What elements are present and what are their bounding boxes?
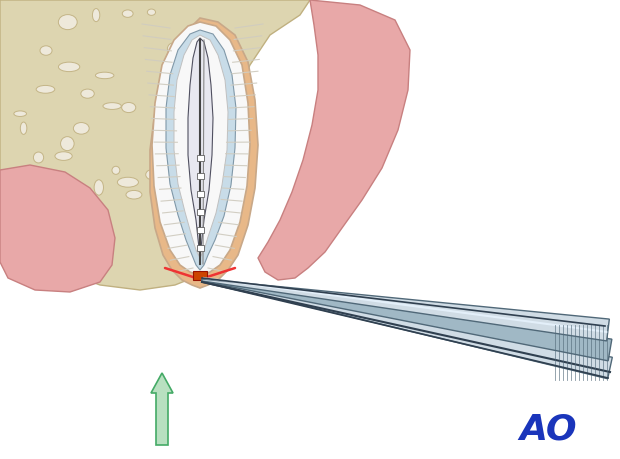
Ellipse shape xyxy=(103,103,122,109)
Ellipse shape xyxy=(146,170,158,179)
Ellipse shape xyxy=(182,30,192,42)
Polygon shape xyxy=(166,30,236,270)
Polygon shape xyxy=(152,22,250,275)
Ellipse shape xyxy=(61,137,74,151)
Ellipse shape xyxy=(182,175,188,185)
Ellipse shape xyxy=(112,166,120,174)
FancyBboxPatch shape xyxy=(197,209,204,215)
Polygon shape xyxy=(188,38,213,262)
Ellipse shape xyxy=(55,152,72,160)
Ellipse shape xyxy=(33,152,43,163)
Polygon shape xyxy=(0,165,115,292)
Text: AO: AO xyxy=(519,413,577,447)
Ellipse shape xyxy=(94,180,104,195)
Polygon shape xyxy=(258,0,410,280)
Ellipse shape xyxy=(20,122,27,134)
Polygon shape xyxy=(0,0,310,290)
FancyBboxPatch shape xyxy=(197,191,204,197)
Ellipse shape xyxy=(81,89,94,98)
Ellipse shape xyxy=(167,125,184,135)
Ellipse shape xyxy=(174,188,180,200)
Ellipse shape xyxy=(58,62,80,72)
Ellipse shape xyxy=(58,15,77,30)
Ellipse shape xyxy=(80,201,89,217)
Ellipse shape xyxy=(64,198,80,213)
Ellipse shape xyxy=(92,9,100,22)
FancyBboxPatch shape xyxy=(197,155,204,161)
FancyBboxPatch shape xyxy=(197,173,204,179)
Ellipse shape xyxy=(73,123,89,134)
Ellipse shape xyxy=(36,85,55,93)
Ellipse shape xyxy=(117,177,138,187)
Ellipse shape xyxy=(126,190,142,199)
FancyArrow shape xyxy=(151,373,173,445)
FancyBboxPatch shape xyxy=(197,227,204,233)
FancyBboxPatch shape xyxy=(193,271,207,280)
Ellipse shape xyxy=(40,46,52,55)
Polygon shape xyxy=(174,35,228,258)
Ellipse shape xyxy=(177,179,193,184)
Polygon shape xyxy=(202,279,613,379)
Polygon shape xyxy=(150,18,258,288)
Ellipse shape xyxy=(26,190,34,202)
Ellipse shape xyxy=(122,102,136,112)
FancyBboxPatch shape xyxy=(197,245,204,251)
Polygon shape xyxy=(202,279,609,341)
Ellipse shape xyxy=(122,10,133,17)
Ellipse shape xyxy=(2,191,23,196)
Ellipse shape xyxy=(148,9,156,15)
Ellipse shape xyxy=(167,43,180,55)
Ellipse shape xyxy=(95,72,114,78)
Ellipse shape xyxy=(14,111,27,117)
Polygon shape xyxy=(202,279,612,361)
